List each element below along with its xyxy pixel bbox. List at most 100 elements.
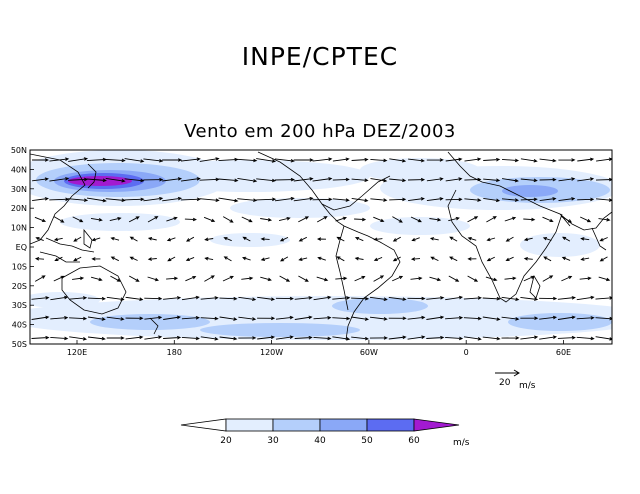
wind-vector — [293, 177, 314, 182]
wind-vector — [279, 275, 291, 282]
wind-vector — [275, 335, 294, 340]
wind-vector — [86, 197, 107, 203]
wind-vector — [336, 256, 345, 262]
wind-vector — [162, 158, 183, 162]
wind-vector — [370, 158, 388, 163]
wind-vector — [50, 315, 69, 320]
wind-vector — [72, 216, 84, 223]
wind-vector — [32, 197, 49, 202]
wind-vector — [180, 157, 201, 162]
wind-vector — [542, 275, 554, 282]
wind-vector — [204, 275, 215, 282]
wind-vector — [577, 177, 595, 182]
wind-vector — [336, 236, 345, 242]
latitude-axis: 50N 40N 30N 20N 10N EQ 10S 20S 30S 40S 50S — [11, 146, 34, 349]
wind-vector — [486, 237, 496, 242]
wind-vector — [598, 217, 611, 222]
wind-vector — [520, 158, 538, 163]
wind-vector — [557, 296, 576, 300]
colorbar-bin-4 — [366, 418, 415, 432]
wind-vector — [143, 196, 164, 202]
wind-vector — [407, 177, 426, 182]
wind-vector — [313, 336, 332, 341]
wind-vector — [69, 296, 88, 300]
wind-vector — [274, 196, 295, 202]
wind-vector — [222, 216, 234, 223]
wind-vector — [223, 236, 232, 242]
wind-vector — [106, 336, 125, 340]
wind-vector — [312, 157, 333, 162]
wind-vector — [504, 276, 517, 281]
wind-vector — [105, 177, 126, 183]
wind-vector — [50, 336, 69, 341]
wind-vector — [332, 296, 351, 300]
reference-vector-unit: m/s — [519, 381, 536, 391]
wind-vector — [199, 157, 220, 162]
wind-vector — [50, 295, 69, 301]
wind-vector — [523, 237, 533, 242]
wind-vector — [388, 335, 407, 340]
wind-vector — [370, 198, 388, 202]
wind-vector — [523, 217, 536, 222]
wind-vector — [110, 256, 120, 262]
wind-vector — [180, 197, 201, 202]
wind-vector — [124, 197, 145, 202]
wind-vector — [162, 196, 183, 202]
wind-vector — [242, 236, 251, 242]
wind-vector — [464, 198, 482, 202]
wind-vector — [558, 158, 576, 162]
wind-vector — [53, 216, 65, 223]
wind-vector — [392, 216, 403, 223]
wind-vector — [389, 197, 407, 202]
wind-vector — [242, 256, 251, 261]
wind-vector — [561, 256, 571, 261]
wind-vector — [274, 177, 295, 182]
wind-vector — [31, 296, 50, 300]
wind-vector — [539, 197, 557, 202]
wind-vector — [599, 237, 608, 242]
wind-vector — [505, 236, 514, 242]
wind-vector — [520, 197, 538, 202]
wind-vector — [351, 178, 369, 183]
lat-label: 20S — [12, 282, 27, 291]
wind-vector — [106, 296, 125, 302]
wind-vector — [501, 316, 520, 321]
wind-vector — [426, 158, 444, 162]
wind-vector — [354, 217, 367, 222]
wind-vector — [181, 336, 200, 341]
wind-vector — [219, 336, 238, 341]
wind-vector — [316, 276, 329, 282]
colorbar-bin-3 — [319, 418, 368, 432]
wind-vector — [298, 257, 308, 261]
wind-vector — [90, 276, 103, 282]
colorbar-bin-0 — [180, 418, 227, 432]
wind-vector — [275, 315, 294, 320]
wind-vector — [504, 216, 517, 222]
wind-vector — [237, 198, 258, 203]
colorbar-label-30: 30 — [267, 436, 279, 446]
wind-vector — [426, 335, 445, 340]
wind-vector — [166, 216, 178, 222]
wind-vector — [445, 197, 463, 202]
wind-vector — [369, 336, 388, 340]
wind-vector — [445, 157, 463, 162]
wind-vector — [445, 177, 463, 182]
wind-vector — [260, 237, 270, 241]
wind-vector — [407, 335, 426, 340]
wind-vector — [463, 316, 482, 321]
wind-vector — [34, 256, 45, 261]
wind-vector — [501, 296, 520, 302]
wind-vector — [238, 336, 257, 340]
wind-vector — [125, 316, 144, 321]
wind-vector — [162, 177, 183, 182]
wind-vector — [280, 256, 289, 262]
wind-vector — [87, 316, 106, 321]
colorbar-bin-1 — [225, 418, 274, 432]
reference-vector-value: 20 — [499, 378, 511, 388]
wind-vector — [596, 157, 612, 162]
wind-vector — [87, 296, 106, 301]
lat-label: 30N — [11, 185, 27, 194]
wind-vector — [580, 257, 590, 261]
wind-vector — [49, 197, 70, 202]
wind-vector — [502, 178, 519, 183]
